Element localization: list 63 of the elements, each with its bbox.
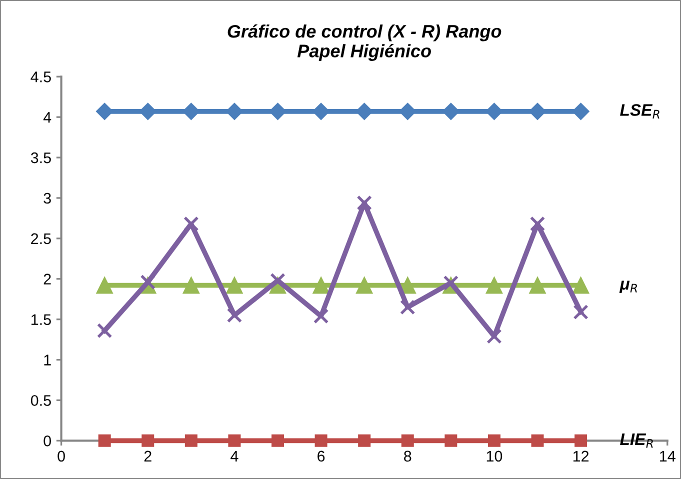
point xyxy=(356,277,373,294)
point xyxy=(140,274,156,290)
point xyxy=(272,434,284,447)
point xyxy=(312,277,330,294)
point xyxy=(313,308,329,324)
x-tick-label: 6 xyxy=(318,450,325,462)
point xyxy=(531,434,544,447)
point xyxy=(530,216,546,232)
point xyxy=(399,102,416,120)
y-tick-label: 3.5 xyxy=(30,152,51,164)
point xyxy=(269,102,286,120)
point xyxy=(356,102,373,120)
point xyxy=(572,102,590,120)
point xyxy=(400,300,416,315)
y-tick-label: 0.5 xyxy=(30,395,51,406)
point xyxy=(488,434,500,447)
point xyxy=(529,277,546,294)
y-tick-label: 1 xyxy=(44,354,51,366)
point xyxy=(184,434,198,447)
x-tick-label: 2 xyxy=(144,450,152,462)
x-tick-label: 0 xyxy=(58,450,65,462)
text: LIE$_{R}$ xyxy=(620,433,653,448)
x-tick-label: 14 xyxy=(660,450,676,462)
x-tick-label: 10 xyxy=(486,450,502,462)
y-tick-label: 2.5 xyxy=(31,233,51,244)
point xyxy=(228,434,241,447)
x-tick-label: 4 xyxy=(230,450,238,462)
point xyxy=(139,102,156,120)
y-tick-label: 2 xyxy=(44,274,51,284)
chart-title: Gráfico de control (X - R) Rango Papel Higiénico xyxy=(228,24,502,61)
point xyxy=(182,277,200,294)
point xyxy=(96,323,112,338)
point xyxy=(314,434,328,447)
point xyxy=(443,275,459,291)
point xyxy=(486,277,503,294)
y-tick-label: 1.5 xyxy=(31,314,51,326)
point xyxy=(401,434,414,447)
point xyxy=(356,195,372,210)
point xyxy=(98,434,111,447)
point xyxy=(226,308,242,323)
point xyxy=(142,434,154,447)
y-tick-label: 3 xyxy=(44,192,51,204)
series-label: μ$_{R}$ xyxy=(619,280,637,294)
point xyxy=(486,328,502,344)
x-tick-label: 8 xyxy=(404,450,412,462)
point xyxy=(444,434,458,447)
point xyxy=(572,277,590,294)
point xyxy=(442,102,460,120)
series-label: LSE$_{R}$ xyxy=(620,104,660,118)
y-tick-label: 0 xyxy=(44,436,51,446)
point xyxy=(96,102,114,120)
point xyxy=(574,434,588,447)
point xyxy=(270,272,286,288)
x-tick-label: 12 xyxy=(573,450,589,462)
point xyxy=(358,434,371,447)
point xyxy=(182,102,200,120)
point xyxy=(96,277,113,294)
y-tick-label: 4.5 xyxy=(30,72,51,82)
point xyxy=(184,216,199,232)
point xyxy=(486,102,503,120)
point xyxy=(573,304,588,320)
y-tick-label: 4 xyxy=(43,112,52,123)
point xyxy=(226,277,243,294)
